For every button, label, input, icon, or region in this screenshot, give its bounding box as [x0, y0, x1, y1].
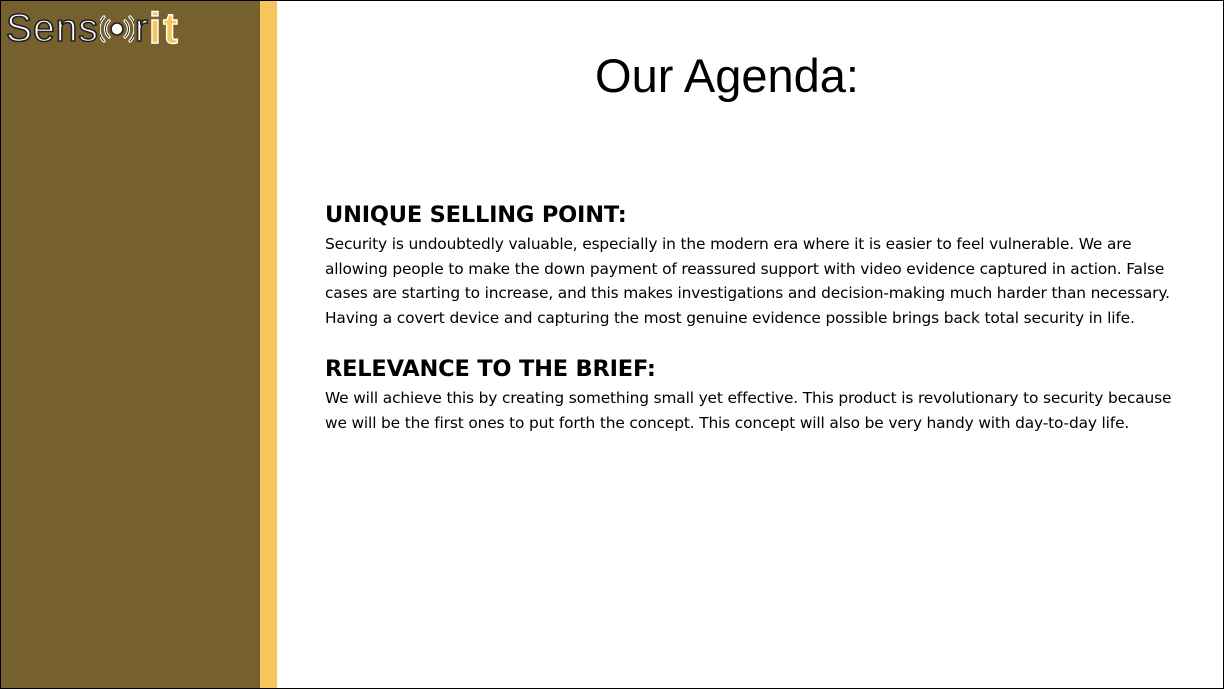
agenda-content: UNIQUE SELLING POINT: Security is undoub…	[325, 200, 1190, 460]
section-relevance-to-brief: RELEVANCE TO THE BRIEF: We will achieve …	[325, 354, 1190, 435]
section-body: Security is undoubtedly valuable, especi…	[325, 235, 1170, 327]
section-heading: UNIQUE SELLING POINT:	[325, 202, 627, 228]
section-unique-selling-point: UNIQUE SELLING POINT: Security is undoub…	[325, 200, 1190, 330]
section-body: We will achieve this by creating somethi…	[325, 389, 1172, 432]
logo-text-r: r	[134, 7, 149, 51]
logo-text-it: it	[148, 4, 180, 53]
signal-o-icon	[99, 15, 134, 43]
sidebar	[0, 0, 260, 689]
logo-text-sens: Sens	[5, 7, 99, 51]
slide-title: Our Agenda:	[595, 49, 859, 102]
section-heading: RELEVANCE TO THE BRIEF:	[325, 356, 656, 383]
sidebar-accent-stripe	[260, 0, 277, 689]
sensorit-logo: Sens r it	[5, 4, 258, 53]
